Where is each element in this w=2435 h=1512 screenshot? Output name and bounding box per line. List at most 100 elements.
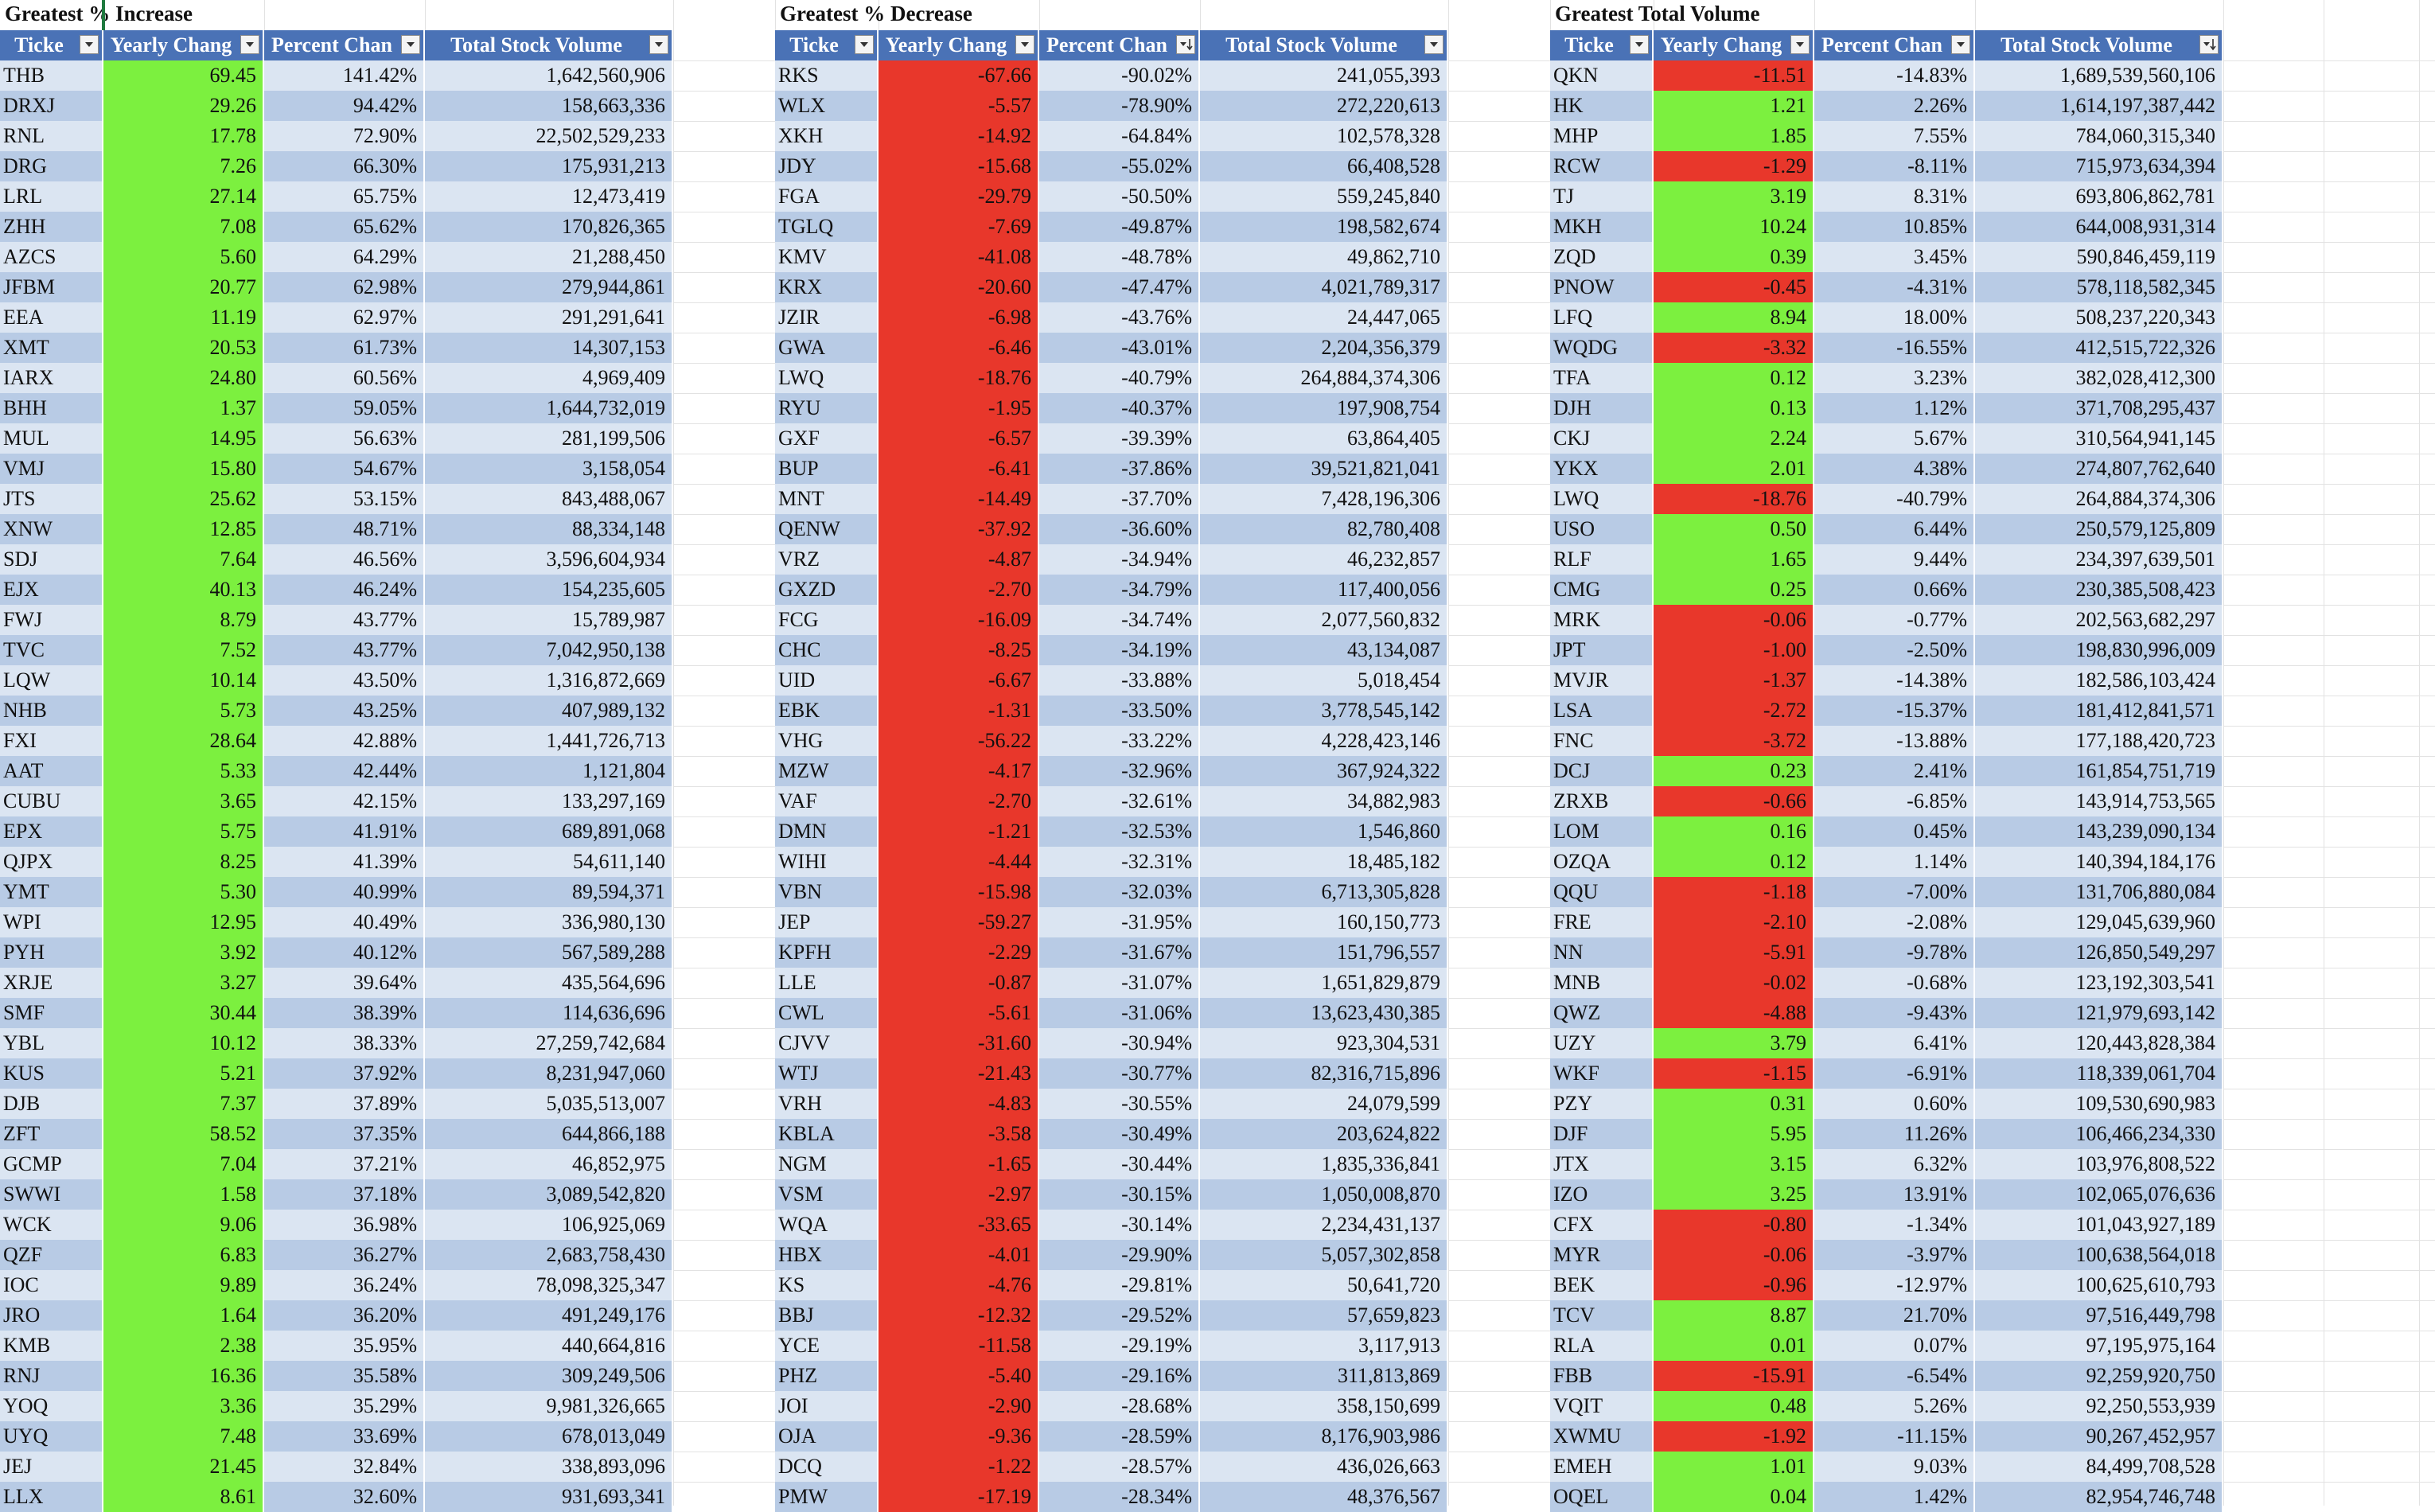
- total-stock-volume-cell[interactable]: 440,664,816: [425, 1331, 673, 1361]
- ticker-cell[interactable]: PZY: [1550, 1089, 1654, 1119]
- percent-change-cell[interactable]: 37.21%: [264, 1149, 425, 1179]
- ticker-cell[interactable]: PYH: [0, 937, 103, 968]
- total-stock-volume-cell[interactable]: 689,891,068: [425, 816, 673, 847]
- yearly-change-cell[interactable]: -1.00: [1654, 635, 1814, 665]
- total-stock-volume-cell[interactable]: 121,979,693,142: [1975, 998, 2223, 1028]
- ticker-cell[interactable]: DRXJ: [0, 91, 103, 121]
- total-stock-volume-cell[interactable]: 931,693,341: [425, 1482, 673, 1512]
- ticker-cell[interactable]: SMF: [0, 998, 103, 1028]
- percent-change-cell[interactable]: -31.95%: [1039, 907, 1200, 937]
- ticker-cell[interactable]: BBJ: [775, 1300, 879, 1331]
- percent-change-cell[interactable]: -34.79%: [1039, 575, 1200, 605]
- header-yearly-change[interactable]: Yearly Chang: [1654, 30, 1814, 60]
- yearly-change-cell[interactable]: -41.08: [879, 242, 1039, 272]
- total-stock-volume-cell[interactable]: 84,499,708,528: [1975, 1452, 2223, 1482]
- percent-change-cell[interactable]: -37.86%: [1039, 454, 1200, 484]
- yearly-change-cell[interactable]: -2.70: [879, 786, 1039, 816]
- ticker-cell[interactable]: XKH: [775, 121, 879, 151]
- ticker-cell[interactable]: UYQ: [0, 1421, 103, 1452]
- ticker-cell[interactable]: TVC: [0, 635, 103, 665]
- total-stock-volume-cell[interactable]: 272,220,613: [1200, 91, 1448, 121]
- percent-change-cell[interactable]: -3.97%: [1814, 1240, 1975, 1270]
- total-stock-volume-cell[interactable]: 250,579,125,809: [1975, 514, 2223, 544]
- total-stock-volume-cell[interactable]: 100,625,610,793: [1975, 1270, 2223, 1300]
- ticker-cell[interactable]: JOI: [775, 1391, 879, 1421]
- total-stock-volume-cell[interactable]: 8,231,947,060: [425, 1058, 673, 1089]
- percent-change-cell[interactable]: -34.74%: [1039, 605, 1200, 635]
- total-stock-volume-cell[interactable]: 2,234,431,137: [1200, 1210, 1448, 1240]
- yearly-change-cell[interactable]: -0.02: [1654, 968, 1814, 998]
- total-stock-volume-cell[interactable]: 101,043,927,189: [1975, 1210, 2223, 1240]
- percent-change-cell[interactable]: -28.68%: [1039, 1391, 1200, 1421]
- percent-change-cell[interactable]: -49.87%: [1039, 212, 1200, 242]
- percent-change-cell[interactable]: 33.69%: [264, 1421, 425, 1452]
- percent-change-cell[interactable]: -43.76%: [1039, 302, 1200, 333]
- total-stock-volume-cell[interactable]: 120,443,828,384: [1975, 1028, 2223, 1058]
- header-yearly-change[interactable]: Yearly Chang: [103, 30, 264, 60]
- percent-change-cell[interactable]: 41.39%: [264, 847, 425, 877]
- yearly-change-cell[interactable]: 0.04: [1654, 1482, 1814, 1512]
- ticker-cell[interactable]: THB: [0, 60, 103, 91]
- ticker-cell[interactable]: JPT: [1550, 635, 1654, 665]
- yearly-change-cell[interactable]: 1.37: [103, 393, 264, 423]
- total-stock-volume-cell[interactable]: 158,663,336: [425, 91, 673, 121]
- ticker-cell[interactable]: KBLA: [775, 1119, 879, 1149]
- ticker-cell[interactable]: USO: [1550, 514, 1654, 544]
- total-stock-volume-cell[interactable]: 264,884,374,306: [1200, 363, 1448, 393]
- total-stock-volume-cell[interactable]: 784,060,315,340: [1975, 121, 2223, 151]
- yearly-change-cell[interactable]: 5.21: [103, 1058, 264, 1089]
- total-stock-volume-cell[interactable]: 92,259,920,750: [1975, 1361, 2223, 1391]
- yearly-change-cell[interactable]: 3.79: [1654, 1028, 1814, 1058]
- yearly-change-cell[interactable]: 7.64: [103, 544, 264, 575]
- percent-change-cell[interactable]: 10.85%: [1814, 212, 1975, 242]
- ticker-cell[interactable]: FXI: [0, 726, 103, 756]
- ticker-cell[interactable]: KMV: [775, 242, 879, 272]
- total-stock-volume-cell[interactable]: 27,259,742,684: [425, 1028, 673, 1058]
- ticker-cell[interactable]: GXF: [775, 423, 879, 454]
- percent-change-cell[interactable]: -2.08%: [1814, 907, 1975, 937]
- ticker-cell[interactable]: OQEL: [1550, 1482, 1654, 1512]
- total-stock-volume-cell[interactable]: 241,055,393: [1200, 60, 1448, 91]
- total-stock-volume-cell[interactable]: 151,796,557: [1200, 937, 1448, 968]
- percent-change-cell[interactable]: -9.43%: [1814, 998, 1975, 1028]
- yearly-change-cell[interactable]: -12.32: [879, 1300, 1039, 1331]
- ticker-cell[interactable]: UZY: [1550, 1028, 1654, 1058]
- total-stock-volume-cell[interactable]: 234,397,639,501: [1975, 544, 2223, 575]
- total-stock-volume-cell[interactable]: 3,158,054: [425, 454, 673, 484]
- header-percent-change[interactable]: Percent Chan: [264, 30, 425, 60]
- yearly-change-cell[interactable]: 3.92: [103, 937, 264, 968]
- yearly-change-cell[interactable]: -15.91: [1654, 1361, 1814, 1391]
- header-total-stock-volume[interactable]: Total Stock Volume: [1200, 30, 1448, 60]
- percent-change-cell[interactable]: 37.89%: [264, 1089, 425, 1119]
- yearly-change-cell[interactable]: -67.66: [879, 60, 1039, 91]
- ticker-cell[interactable]: DJF: [1550, 1119, 1654, 1149]
- total-stock-volume-cell[interactable]: 336,980,130: [425, 907, 673, 937]
- ticker-cell[interactable]: FGA: [775, 181, 879, 212]
- filter-dropdown-icon[interactable]: [240, 35, 259, 54]
- yearly-change-cell[interactable]: -4.83: [879, 1089, 1039, 1119]
- ticker-cell[interactable]: RNJ: [0, 1361, 103, 1391]
- yearly-change-cell[interactable]: 1.65: [1654, 544, 1814, 575]
- yearly-change-cell[interactable]: -1.92: [1654, 1421, 1814, 1452]
- total-stock-volume-cell[interactable]: 49,862,710: [1200, 242, 1448, 272]
- total-stock-volume-cell[interactable]: 34,882,983: [1200, 786, 1448, 816]
- yearly-change-cell[interactable]: -2.97: [879, 1179, 1039, 1210]
- yearly-change-cell[interactable]: -17.19: [879, 1482, 1039, 1512]
- percent-change-cell[interactable]: 37.18%: [264, 1179, 425, 1210]
- ticker-cell[interactable]: QZF: [0, 1240, 103, 1270]
- percent-change-cell[interactable]: -36.60%: [1039, 514, 1200, 544]
- percent-change-cell[interactable]: -90.02%: [1039, 60, 1200, 91]
- yearly-change-cell[interactable]: -29.79: [879, 181, 1039, 212]
- percent-change-cell[interactable]: 2.41%: [1814, 756, 1975, 786]
- yearly-change-cell[interactable]: -11.51: [1654, 60, 1814, 91]
- percent-change-cell[interactable]: 59.05%: [264, 393, 425, 423]
- ticker-cell[interactable]: JDY: [775, 151, 879, 181]
- percent-change-cell[interactable]: 39.64%: [264, 968, 425, 998]
- total-stock-volume-cell[interactable]: 578,118,582,345: [1975, 272, 2223, 302]
- ticker-cell[interactable]: KMB: [0, 1331, 103, 1361]
- total-stock-volume-cell[interactable]: 154,235,605: [425, 575, 673, 605]
- total-stock-volume-cell[interactable]: 103,976,808,522: [1975, 1149, 2223, 1179]
- ticker-cell[interactable]: JTS: [0, 484, 103, 514]
- ticker-cell[interactable]: CFX: [1550, 1210, 1654, 1240]
- total-stock-volume-cell[interactable]: 78,098,325,347: [425, 1270, 673, 1300]
